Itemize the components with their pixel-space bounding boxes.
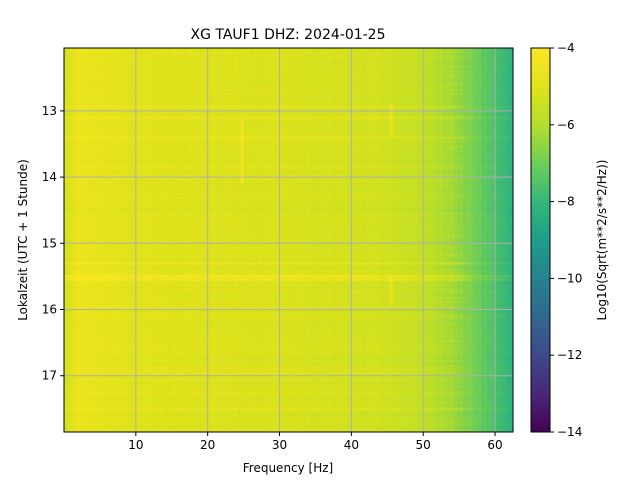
y-tick-label: 14: [42, 170, 57, 184]
x-tick-label: 40: [344, 438, 359, 452]
y-axis: 13 14 15 16 17: [42, 104, 64, 383]
y-axis-label: Lokalzeit (UTC + 1 Stunde): [16, 159, 30, 321]
colorbar-tick-label: −8: [557, 195, 575, 209]
x-axis: 10 20 30 40 50 60: [128, 432, 503, 452]
spectrogram-plot: [63, 47, 514, 433]
x-tick-label: 50: [416, 438, 431, 452]
colorbar-tick-label: −6: [557, 118, 575, 132]
chart-title: XG TAUF1 DHZ: 2024-01-25: [190, 27, 385, 43]
y-tick-label: 15: [42, 236, 57, 250]
x-tick-label: 10: [128, 438, 143, 452]
colorbar-gradient: [530, 47, 551, 433]
colorbar-axis: −4 −6 −8 −10 −12 −14: [550, 41, 582, 439]
x-tick-label: 30: [272, 438, 287, 452]
colorbar: −4 −6 −8 −10 −12 −14 Log10(Sqrt(m**2/s**2/Hz)…: [530, 41, 609, 439]
grid-lines: [64, 48, 513, 432]
heatmap-image: [64, 48, 513, 432]
plot-frame: [63, 47, 514, 433]
colorbar-tick-label: −10: [557, 271, 582, 285]
y-tick-label: 13: [42, 104, 57, 118]
colorbar-tick-label: −14: [557, 425, 582, 439]
y-tick-label: 17: [42, 369, 57, 383]
colorbar-tick-label: −12: [557, 348, 582, 362]
colorbar-tick-label: −4: [557, 41, 575, 55]
y-tick-label: 16: [42, 303, 57, 317]
x-axis-label: Frequency [Hz]: [243, 461, 334, 475]
colorbar-label: Log10(Sqrt(m**2/s**2/Hz)): [595, 160, 609, 321]
x-tick-label: 60: [487, 438, 502, 452]
x-tick-label: 20: [200, 438, 215, 452]
